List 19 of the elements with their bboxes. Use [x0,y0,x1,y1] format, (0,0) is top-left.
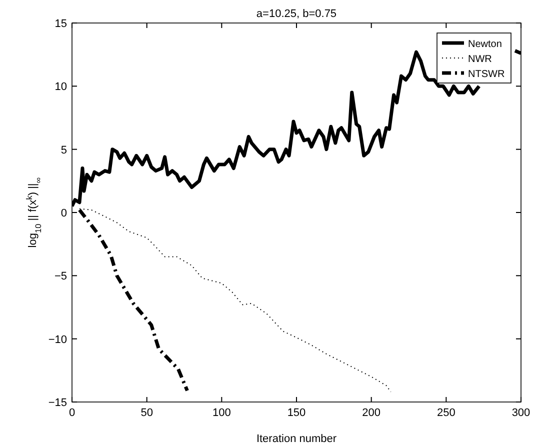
x-tick-label: 300 [512,407,530,419]
x-tick-label: 0 [68,407,76,419]
y-tick-label: 0 [60,208,67,220]
y-tick-label: 5 [60,144,67,156]
y-tick-label: −10 [48,334,67,346]
y-tick-label: −5 [54,270,67,283]
x-tick-label: 200 [362,407,381,419]
y-tick-label: 10 [54,81,67,94]
legend-label: Newton [468,39,502,50]
legend-label: NTSWR [468,69,505,80]
x-tick-label: 100 [212,407,231,419]
chart-title: a=10.25, b=0.75 [256,8,337,20]
x-tick-label: 250 [436,407,456,419]
legend-label: NWR [468,54,492,65]
y-tick-label: 15 [54,18,67,30]
y-tick-label: −15 [48,397,67,409]
x-axis-title: Iteration number [256,433,337,445]
x-tick-label: 150 [287,407,306,419]
x-tick-label: 50 [140,407,153,419]
